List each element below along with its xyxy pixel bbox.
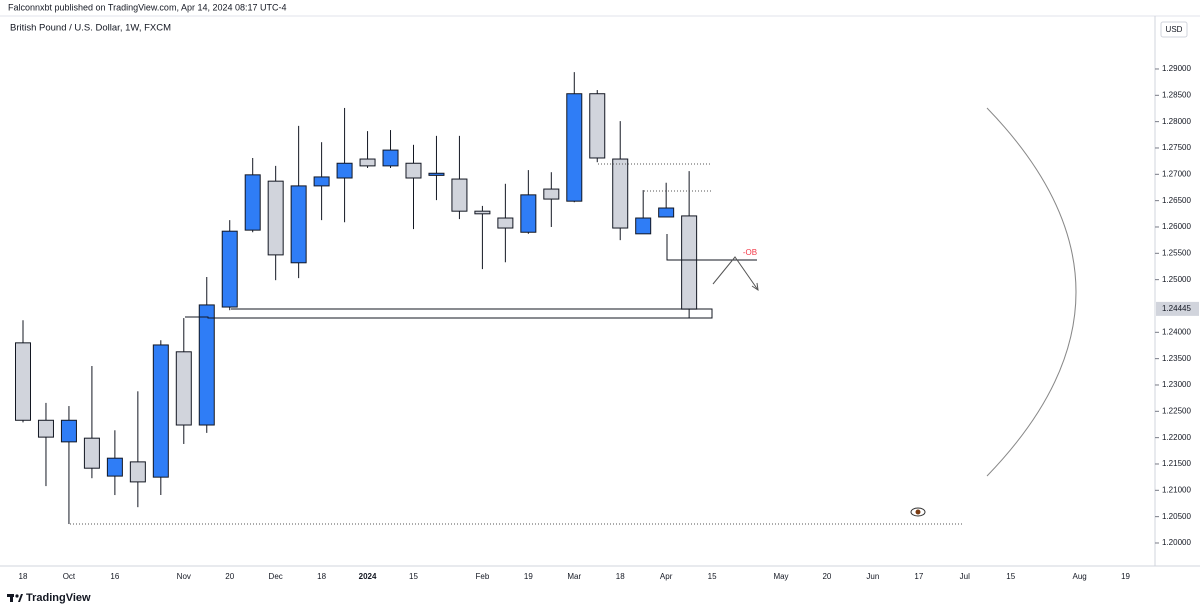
x-tick-label: Dec xyxy=(269,572,283,581)
y-tick-label: 1.28500 xyxy=(1162,90,1191,99)
arc xyxy=(986,107,1077,477)
footer-logo xyxy=(7,594,23,602)
candle-body xyxy=(428,172,445,176)
candle-body xyxy=(37,419,54,438)
logo-part xyxy=(10,594,13,602)
x-tick-label: Mar xyxy=(567,572,581,581)
candle-body xyxy=(60,419,77,443)
y-tick-label: 1.29000 xyxy=(1162,64,1191,73)
currency-box[interactable] xyxy=(1160,21,1188,38)
logo-part xyxy=(15,594,19,598)
x-tick-label: 17 xyxy=(914,572,923,581)
drawings xyxy=(70,107,1077,525)
y-tick-label: 1.25500 xyxy=(1162,248,1191,257)
y-tick-label: 1.26000 xyxy=(1162,222,1191,231)
plot xyxy=(15,72,698,525)
x-tick-label: Jul xyxy=(960,572,970,581)
x-tick-label: 20 xyxy=(225,572,234,581)
candle-body xyxy=(15,342,31,421)
logo-part xyxy=(18,594,23,602)
y-tick-label: 1.25000 xyxy=(1162,275,1191,284)
x-tick-label: 16 xyxy=(110,572,119,581)
candle-body xyxy=(658,207,675,218)
x-tick-label: 18 xyxy=(317,572,326,581)
y-tick-label: 1.27000 xyxy=(1162,169,1191,178)
arrow-head xyxy=(751,282,759,292)
x-tick-label: Feb xyxy=(476,572,490,581)
candle-body xyxy=(175,351,192,426)
x-tick-label: 2024 xyxy=(359,572,377,581)
y-tick-label: 1.26500 xyxy=(1162,196,1191,205)
candle-body xyxy=(635,217,652,235)
x-tick-label: Oct xyxy=(63,572,76,581)
candle-body xyxy=(313,176,330,187)
candle-body xyxy=(497,217,514,229)
candle-body xyxy=(520,194,537,233)
y-tick-label: 1.28000 xyxy=(1162,117,1191,126)
x-tick-label: 20 xyxy=(822,572,831,581)
x-tick-label: Aug xyxy=(1073,572,1087,581)
x-tick-label: 18 xyxy=(616,572,625,581)
candle-body xyxy=(336,162,353,179)
candle-body xyxy=(405,162,422,179)
candle-body xyxy=(681,215,698,310)
candle-body xyxy=(589,93,606,159)
candle-body xyxy=(221,230,238,308)
y-tick-label: 1.27500 xyxy=(1162,143,1191,152)
x-tick-label: Apr xyxy=(660,572,673,581)
eye-pupil xyxy=(915,509,921,515)
x-tick-label: Nov xyxy=(177,572,191,581)
y-tick-label: 1.22500 xyxy=(1162,406,1191,415)
candle-body xyxy=(382,149,399,167)
x-tick-label: 18 xyxy=(19,572,28,581)
chart-title: British Pound / U.S. Dollar, 1W, FXCM xyxy=(10,23,171,34)
candle-body xyxy=(152,344,169,478)
zone-box xyxy=(185,308,713,319)
y-tick-label: 1.24000 xyxy=(1162,327,1191,336)
candle-body xyxy=(244,174,261,231)
candle-body xyxy=(83,437,100,469)
candle-body xyxy=(198,304,215,426)
price-tag xyxy=(1156,301,1199,316)
price-tag-label: 1.24445 xyxy=(1162,304,1191,313)
y-tick-label: 1.20500 xyxy=(1162,512,1191,521)
y-tick-label: 1.20000 xyxy=(1162,538,1191,547)
x-tick-label: 15 xyxy=(708,572,717,581)
x-tick-label: Jun xyxy=(866,572,879,581)
annotation: -OB xyxy=(743,248,757,257)
y-tick-label: 1.23000 xyxy=(1162,380,1191,389)
candle-body xyxy=(129,461,146,483)
x-tick-label: 15 xyxy=(409,572,418,581)
candle-body xyxy=(451,178,468,212)
x-tick-label: 15 xyxy=(1006,572,1015,581)
x-tick-label: 19 xyxy=(1121,572,1130,581)
candle-body xyxy=(359,158,376,167)
y-tick-label: 1.22000 xyxy=(1162,433,1191,442)
publisher: Falconnxbt published on TradingView.com,… xyxy=(8,2,287,12)
candle-body xyxy=(267,180,284,256)
candle-body xyxy=(543,188,560,200)
y-tick-label: 1.23500 xyxy=(1162,354,1191,363)
path-arrow xyxy=(712,256,759,291)
footer-brand: TradingView xyxy=(26,592,91,604)
candle-body xyxy=(566,93,583,202)
candle-body xyxy=(612,158,629,229)
x-tick-label: 19 xyxy=(524,572,533,581)
candle-body xyxy=(474,210,491,215)
candle-body xyxy=(290,185,307,264)
y-tick-label: 1.21500 xyxy=(1162,459,1191,468)
currency: USD xyxy=(1166,25,1183,34)
x-tick-label: May xyxy=(773,572,788,581)
candle-body xyxy=(106,457,123,477)
ob-line xyxy=(666,234,757,261)
y-tick-label: 1.21000 xyxy=(1162,485,1191,494)
